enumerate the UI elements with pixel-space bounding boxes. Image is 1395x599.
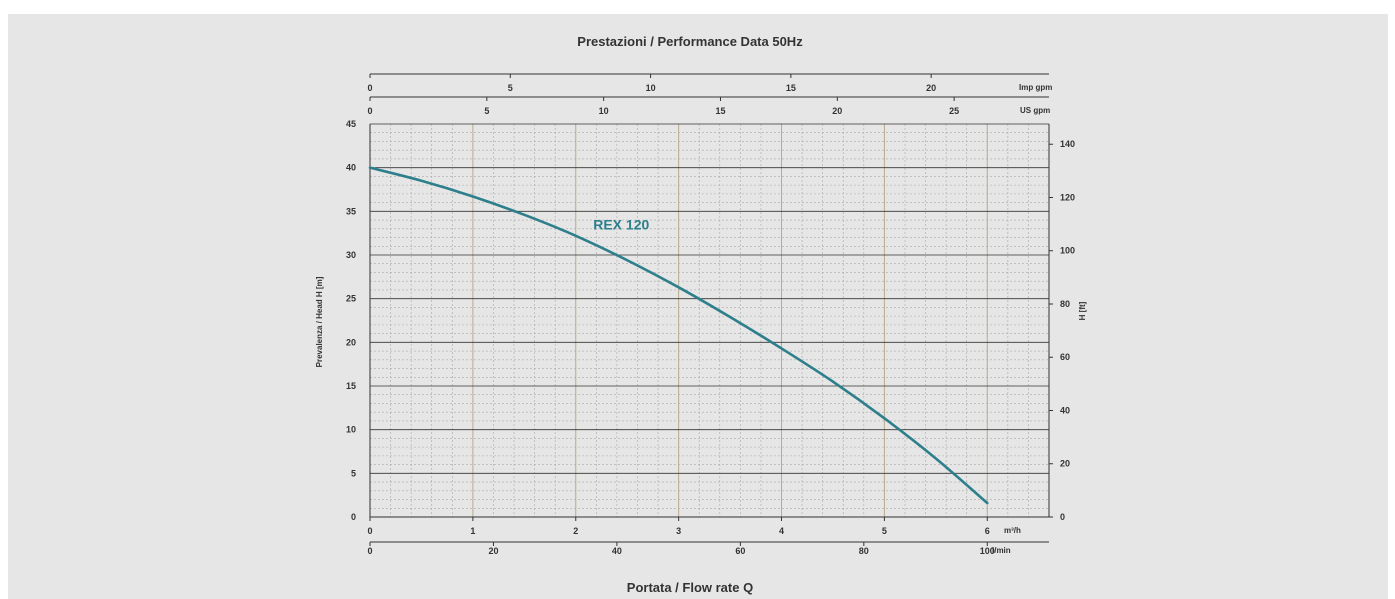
y-tick-label-left: 30	[346, 250, 356, 260]
x-tick-label: 0	[367, 106, 372, 116]
x-tick-label: 20	[926, 83, 936, 93]
chart-title: Prestazioni / Performance Data 50Hz	[577, 34, 803, 49]
x-axis-unit-label: l/min	[992, 546, 1011, 555]
y-tick-label-left: 15	[346, 381, 356, 391]
x-tick-label: 15	[715, 106, 725, 116]
series-layer: REX 120	[368, 166, 989, 505]
y-tick-label-left: 35	[346, 206, 356, 216]
y-tick-label-left: 25	[346, 294, 356, 304]
y-axis-title-right: H [ft]	[1078, 301, 1087, 320]
x-tick-label: 1	[470, 526, 475, 536]
x-tick-label: 25	[949, 106, 959, 116]
x-tick-label: 10	[646, 83, 656, 93]
y-tick-label-right: 120	[1060, 192, 1075, 202]
y-tick-label-left: 45	[346, 119, 356, 129]
y-tick-label-left: 5	[351, 468, 356, 478]
x-tick-label: 4	[779, 526, 784, 536]
y-tick-label-left: 10	[346, 425, 356, 435]
x-tick-label: 20	[832, 106, 842, 116]
y-tick-label-right: 80	[1060, 299, 1070, 309]
x-tick-label: 5	[508, 83, 513, 93]
x-tick-label: 15	[786, 83, 796, 93]
x-tick-label: 3	[676, 526, 681, 536]
x-tick-label: 5	[882, 526, 887, 536]
y-tick-label-left: 0	[351, 512, 356, 522]
x-tick-label: 60	[735, 546, 745, 556]
x-axis-title: Portata / Flow rate Q	[627, 580, 753, 595]
y-tick-label-right: 100	[1060, 246, 1075, 256]
x-tick-label: 0	[367, 546, 372, 556]
x-tick-label: 80	[859, 546, 869, 556]
y-tick-label-right: 60	[1060, 352, 1070, 362]
y-tick-label-right: 20	[1060, 459, 1070, 469]
chart-frame: Prestazioni / Performance Data 50Hz Port…	[8, 14, 1388, 599]
grid-major	[370, 123, 1049, 517]
x-axis-unit-label: US gpm	[1020, 106, 1050, 115]
y-tick-label-right: 40	[1060, 405, 1070, 415]
x-tick-label: 2	[573, 526, 578, 536]
series-line	[368, 166, 989, 505]
y-axis-title-left: Prevalenza / Head H [m]	[315, 276, 324, 367]
axes	[369, 73, 1053, 546]
y-tick-label-right: 140	[1060, 139, 1075, 149]
y-tick-label-left: 20	[346, 337, 356, 347]
x-tick-label: 40	[612, 546, 622, 556]
x-tick-label: 0	[367, 83, 372, 93]
x-tick-label: 100	[980, 546, 995, 556]
x-tick-label: 10	[599, 106, 609, 116]
grid-minor	[370, 124, 1049, 517]
y-tick-label-right: 0	[1060, 512, 1065, 522]
y-tick-label-left: 40	[346, 163, 356, 173]
x-tick-label: 6	[985, 526, 990, 536]
x-axis-unit-label: m³/h	[1004, 526, 1021, 535]
performance-chart: Prestazioni / Performance Data 50Hz Port…	[315, 34, 1087, 595]
x-axis-unit-label: Imp gpm	[1019, 83, 1052, 92]
x-tick-label: 5	[484, 106, 489, 116]
series-label: REX 120	[593, 217, 649, 233]
x-tick-label: 0	[367, 526, 372, 536]
x-tick-label: 20	[488, 546, 498, 556]
